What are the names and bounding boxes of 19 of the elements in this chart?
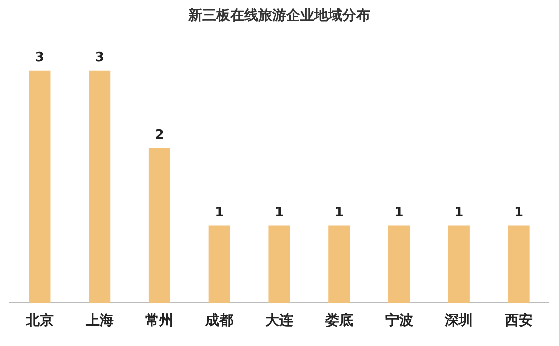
- data-label: 1: [514, 206, 524, 221]
- data-label: 2: [155, 128, 164, 144]
- x-tick-label: 娄底: [324, 312, 354, 330]
- data-label: 3: [95, 50, 104, 66]
- data-label: 1: [334, 206, 344, 221]
- x-tick-label: 宁波: [385, 312, 414, 330]
- data-label: 3: [35, 50, 44, 66]
- x-tick-label: 常州: [146, 313, 174, 330]
- x-tick-label: 上海: [84, 313, 114, 330]
- x-tick-label: 大连: [266, 313, 294, 330]
- x-tick-label: 深圳: [444, 313, 474, 330]
- x-tick-label: 北京: [24, 312, 54, 330]
- x-tick-label: 西安: [504, 312, 534, 330]
- data-label: 1: [215, 206, 224, 221]
- data-label: 1: [454, 206, 464, 221]
- x-tick-label: 成都: [204, 313, 234, 330]
- chart-title: 新三板在线旅游企业地域分布: [188, 7, 370, 24]
- data-label: 1: [394, 206, 404, 221]
- data-label: 1: [274, 206, 284, 221]
